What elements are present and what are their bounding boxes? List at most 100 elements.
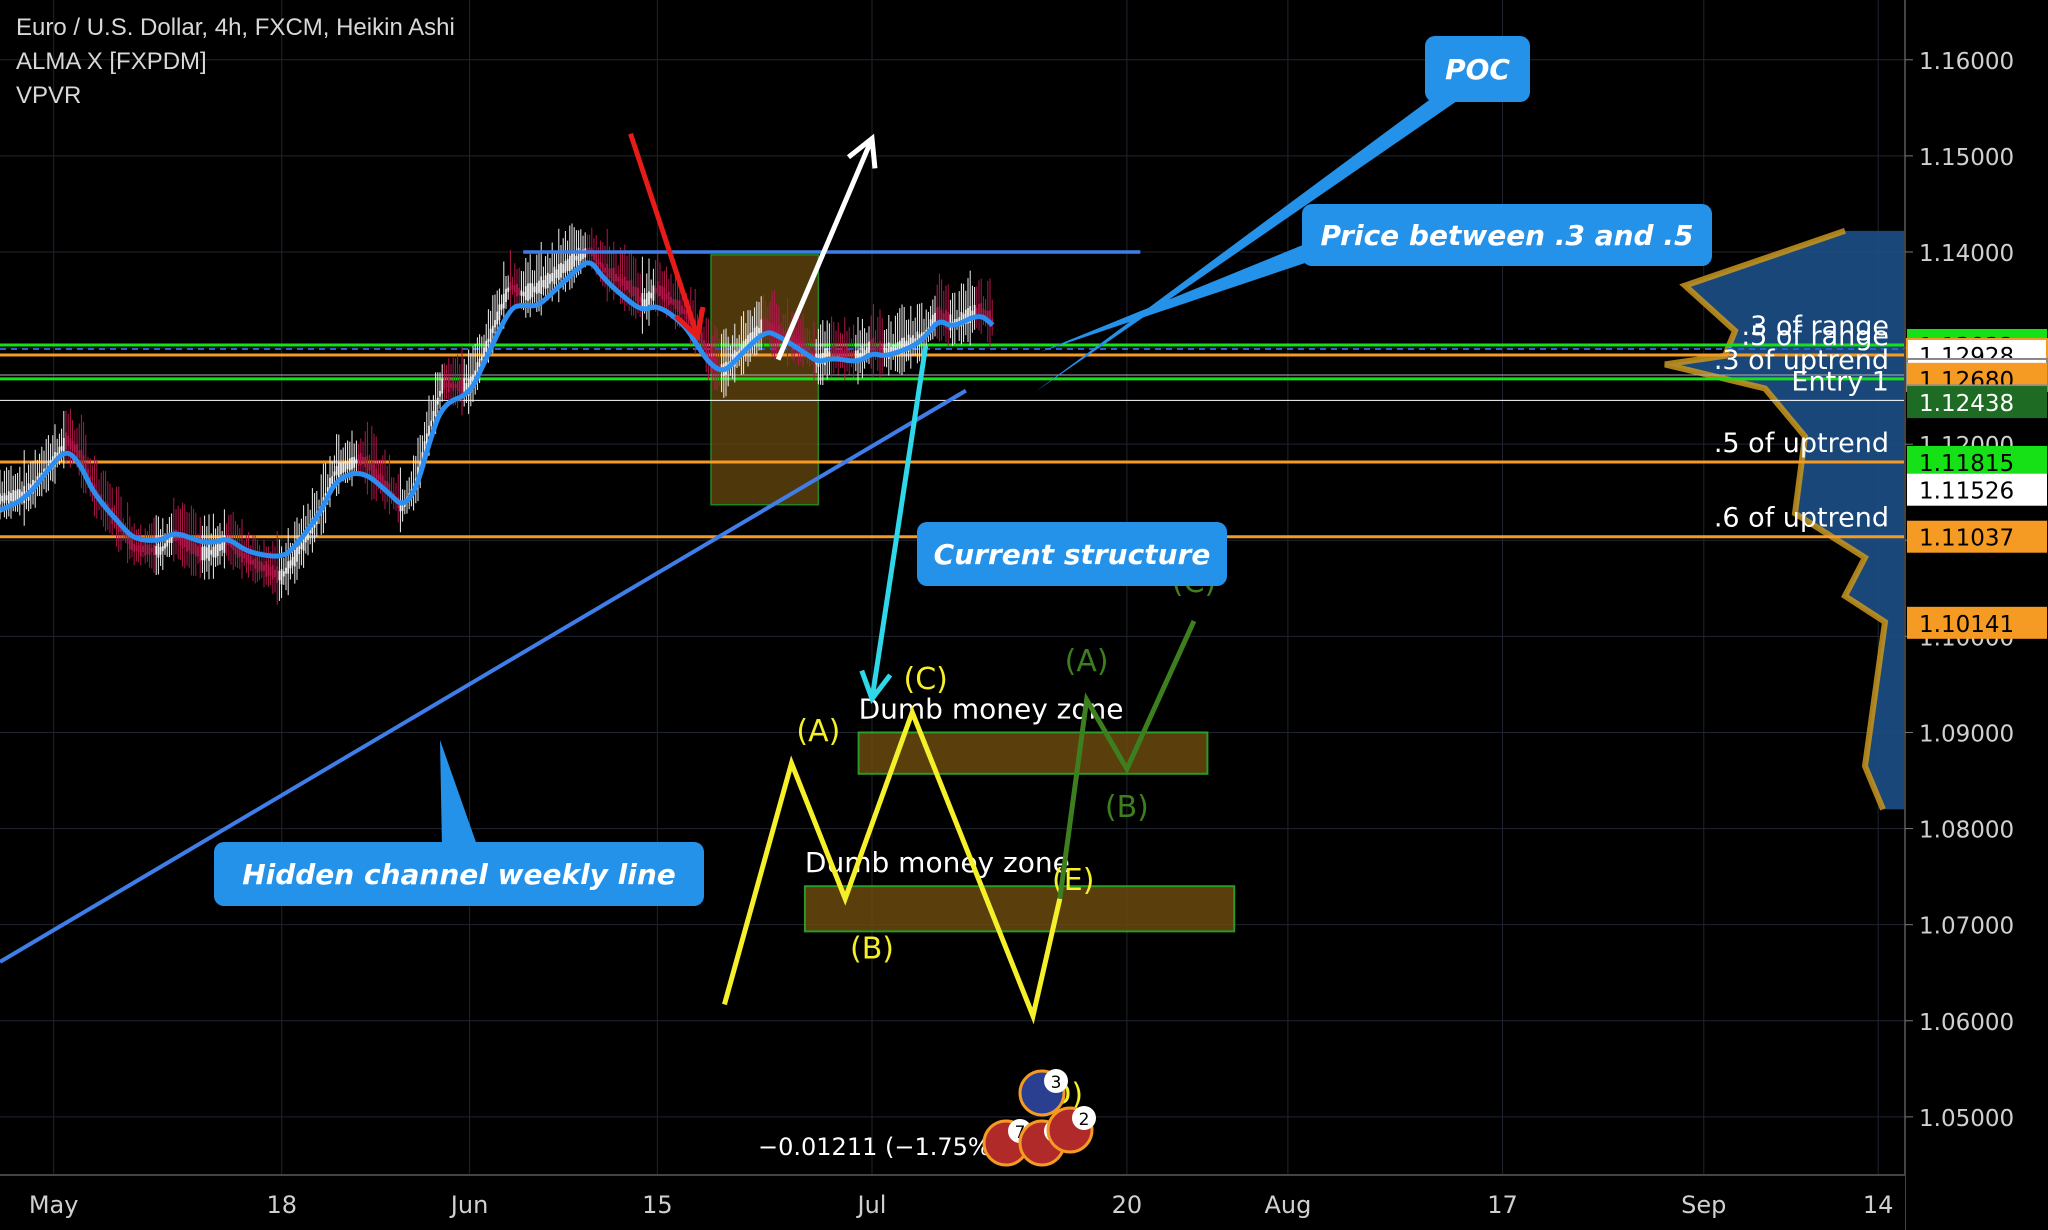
arrow-shaft-1 (628, 132, 700, 338)
candle-body (709, 356, 712, 363)
candle-body (254, 558, 257, 569)
candle-body (7, 491, 10, 504)
candle-body (513, 285, 516, 293)
candle-body (872, 338, 875, 356)
candle-body (485, 340, 488, 353)
candle-body (969, 306, 972, 323)
candle-body (799, 340, 802, 348)
alma-line (0, 260, 995, 559)
price-tick-label: 1.16000 (1919, 49, 2014, 75)
candle-body (511, 285, 514, 290)
candle-body (808, 345, 811, 358)
candle-body (474, 370, 477, 377)
candle-body (307, 528, 309, 540)
candle-body (10, 492, 12, 501)
candle-body (716, 357, 719, 373)
candle-body (164, 543, 166, 549)
candle-body (300, 543, 303, 550)
dumb-money-zone-1 (857, 731, 1209, 775)
candle-body (375, 468, 378, 481)
candle-body (432, 411, 435, 421)
candle-body (760, 319, 763, 337)
time-axis-panel (0, 1175, 1905, 1230)
candle-body (366, 455, 369, 474)
event-count: 3 (1051, 1073, 1062, 1093)
candle-body (62, 437, 65, 452)
candle-body (540, 276, 543, 294)
callout-text: Current structure (934, 538, 1211, 571)
price-tag-label: 1.12438 (1919, 391, 2014, 417)
candle-body (423, 441, 426, 457)
candle-body (645, 293, 648, 309)
candle-body (249, 556, 252, 565)
candle-body (282, 571, 285, 577)
candle-body (465, 383, 468, 392)
callout-text: Price between .3 and .5 (1321, 219, 1694, 252)
candle-body (472, 374, 474, 384)
volume-profile-value-area (1664, 227, 1889, 811)
candle-body (225, 540, 228, 545)
arrow-head-2 (846, 133, 878, 169)
candle-body (938, 306, 941, 321)
candle-body (771, 324, 774, 335)
candle-body (549, 274, 551, 284)
arrow-shaft-2 (775, 137, 875, 361)
candle-body (274, 569, 276, 578)
candle-body (870, 339, 873, 354)
candle-body (135, 545, 138, 551)
candle-body (639, 296, 642, 302)
candle-body (461, 377, 463, 396)
candle-body (538, 280, 540, 293)
candle-body (219, 544, 221, 551)
economic-events[interactable]: −0.01211 (−1.75%)3732 (758, 1069, 1096, 1167)
candle-body (971, 310, 974, 316)
candle-body (142, 545, 144, 553)
candle-body (150, 547, 153, 552)
candle-body (188, 539, 191, 551)
candle-body (766, 321, 769, 332)
candle-body (914, 338, 917, 343)
candle-body (832, 343, 835, 361)
candle-body (84, 462, 87, 477)
price-tag (1907, 445, 2047, 478)
price-tick-label: 1.07000 (1919, 914, 2014, 940)
arrows (628, 132, 929, 704)
candle-body (340, 462, 342, 475)
candle-body (762, 317, 765, 334)
candle-body (984, 310, 987, 320)
candle-body (230, 540, 232, 548)
arrow-shaft-3 (869, 345, 929, 700)
candle-body (287, 561, 290, 574)
candle-body (496, 311, 499, 325)
candle-body (342, 462, 345, 473)
candle-body (782, 328, 785, 344)
yellow-wave-label: (B) (850, 931, 894, 966)
candle-body (931, 314, 934, 332)
candle-body (267, 564, 270, 576)
candle-body (773, 323, 776, 339)
candle-body (278, 570, 281, 581)
candle-body (128, 533, 131, 550)
candle-body (661, 285, 664, 300)
candle-body (78, 450, 81, 459)
candle-body (476, 362, 479, 375)
candle-body (60, 446, 63, 451)
candle-body (874, 342, 877, 353)
candle-body (0, 493, 1, 505)
trend-lines (0, 250, 1141, 964)
candle-body (964, 309, 967, 325)
candle-body (137, 544, 140, 553)
candle-body (1, 495, 4, 502)
candle-body (364, 456, 367, 468)
candle-body (527, 283, 529, 301)
candle-body (650, 292, 653, 299)
candle-body (835, 347, 837, 359)
candle-body (610, 268, 613, 282)
candle-body (359, 452, 362, 466)
green-wave (1057, 619, 1197, 900)
candle-body (146, 544, 149, 555)
candle-body (529, 283, 532, 300)
yellow-wave-label: (C) (903, 662, 947, 697)
candle-body (597, 259, 600, 265)
